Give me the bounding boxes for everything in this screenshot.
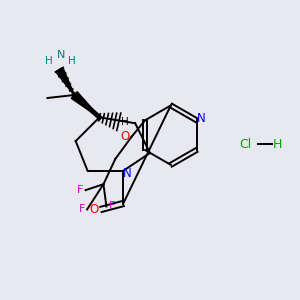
Text: F: F: [79, 204, 85, 214]
Text: H: H: [68, 56, 76, 66]
Polygon shape: [71, 92, 100, 118]
Text: N: N: [196, 112, 206, 125]
Text: F: F: [77, 185, 83, 195]
Text: O: O: [121, 130, 130, 143]
Text: H: H: [273, 138, 283, 151]
Text: N: N: [122, 167, 131, 180]
Text: N: N: [57, 50, 65, 61]
Text: H: H: [45, 56, 53, 66]
Text: H: H: [122, 117, 129, 127]
Polygon shape: [56, 68, 74, 95]
Text: F: F: [109, 202, 115, 212]
Text: O: O: [90, 203, 99, 216]
Text: Cl: Cl: [239, 138, 251, 151]
